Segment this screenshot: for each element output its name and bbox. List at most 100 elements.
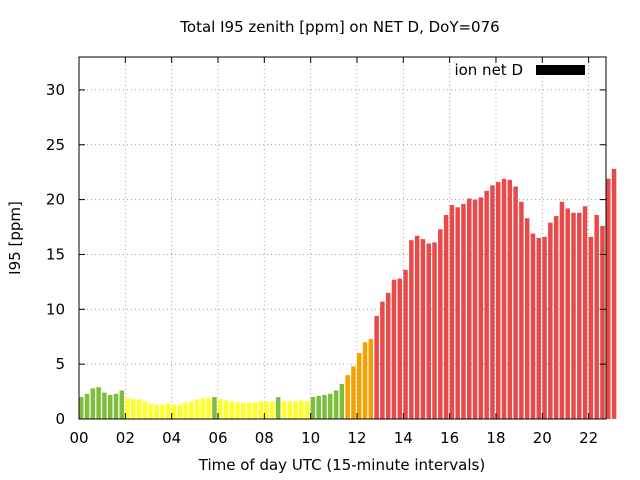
y-tick-label-5: 5 bbox=[55, 355, 65, 373]
chart-title: Total I95 zenith [ppm] on NET D, DoY=076 bbox=[179, 18, 499, 36]
x-tick-label-10: 10 bbox=[301, 429, 320, 447]
bar-25 bbox=[223, 400, 229, 419]
bar-76 bbox=[519, 201, 524, 419]
bar-58 bbox=[414, 235, 420, 419]
bar-64 bbox=[449, 205, 455, 419]
bar-17 bbox=[177, 404, 182, 419]
bar-50 bbox=[368, 338, 374, 419]
bar-68 bbox=[472, 199, 478, 419]
bar-66 bbox=[461, 203, 466, 419]
bar-14 bbox=[160, 404, 165, 419]
bar-69 bbox=[478, 197, 484, 419]
bar-47 bbox=[351, 366, 356, 419]
bar-46 bbox=[345, 375, 350, 419]
bar-1 bbox=[84, 393, 90, 419]
bar-45 bbox=[339, 383, 345, 419]
x-tick-label-02: 02 bbox=[116, 429, 135, 447]
y-tick-label-0: 0 bbox=[55, 410, 65, 428]
plot-frame bbox=[78, 56, 607, 420]
bar-86 bbox=[577, 212, 582, 419]
bar-74 bbox=[507, 179, 513, 419]
bar-22 bbox=[206, 398, 211, 419]
axis-ticks: 0 5 10 15 20 25 30 00 02 04 06 08 10 12 14 16 18 20 22 bbox=[46, 57, 606, 447]
x-tick-label-22: 22 bbox=[579, 429, 598, 447]
x-tick-label-00: 00 bbox=[69, 429, 88, 447]
bar-42 bbox=[322, 394, 327, 419]
bar-88 bbox=[588, 236, 594, 419]
bar-48 bbox=[356, 353, 362, 419]
bar-27 bbox=[235, 402, 240, 419]
bar-10 bbox=[136, 399, 142, 419]
bar-29 bbox=[246, 402, 252, 419]
bar-32 bbox=[264, 401, 269, 419]
bar-37 bbox=[293, 401, 298, 419]
bar-41 bbox=[316, 395, 321, 419]
bar-0 bbox=[79, 397, 84, 419]
bar-3 bbox=[96, 387, 101, 419]
bar-8 bbox=[125, 398, 130, 419]
bar-35 bbox=[281, 401, 287, 419]
bar-55 bbox=[397, 278, 403, 419]
bar-33 bbox=[270, 401, 275, 419]
bar-21 bbox=[200, 398, 206, 419]
legend-swatch bbox=[536, 65, 585, 75]
bar-82 bbox=[553, 216, 559, 419]
bar-53 bbox=[385, 292, 391, 419]
bar-59 bbox=[420, 239, 426, 419]
bar-26 bbox=[229, 401, 235, 419]
bar-4 bbox=[102, 392, 107, 419]
bar-13 bbox=[154, 404, 159, 419]
bar-92 bbox=[611, 168, 617, 419]
bar-31 bbox=[258, 401, 264, 419]
x-tick-label-16: 16 bbox=[440, 429, 459, 447]
bar-83 bbox=[559, 201, 565, 419]
bar-16 bbox=[171, 404, 177, 419]
x-tick-label-08: 08 bbox=[255, 429, 274, 447]
bar-60 bbox=[426, 243, 431, 419]
bar-7 bbox=[119, 390, 125, 419]
y-tick-label-25: 25 bbox=[46, 136, 65, 154]
bar-70 bbox=[484, 190, 489, 419]
bar-91 bbox=[606, 178, 611, 419]
bar-19 bbox=[189, 401, 194, 419]
y-tick-label-15: 15 bbox=[46, 245, 65, 263]
bar-72 bbox=[495, 182, 501, 419]
bar-44 bbox=[333, 390, 339, 419]
bar-28 bbox=[241, 402, 246, 419]
bar-49 bbox=[362, 342, 368, 419]
bar-6 bbox=[113, 393, 119, 419]
bar-24 bbox=[217, 399, 223, 419]
bar-9 bbox=[131, 399, 136, 419]
bar-20 bbox=[194, 399, 200, 419]
bar-90 bbox=[600, 225, 605, 419]
bar-39 bbox=[304, 401, 310, 419]
x-axis-label: Time of day UTC (15-minute intervals) bbox=[198, 456, 485, 474]
bar-87 bbox=[582, 206, 588, 419]
bar-12 bbox=[148, 403, 154, 419]
x-tick-label-12: 12 bbox=[347, 429, 366, 447]
y-tick-label-30: 30 bbox=[46, 81, 65, 99]
bar-51 bbox=[374, 315, 379, 419]
bar-73 bbox=[501, 178, 507, 419]
bar-30 bbox=[252, 402, 258, 419]
bar-23 bbox=[212, 397, 217, 419]
bar-78 bbox=[530, 233, 536, 419]
legend: ion net D bbox=[454, 61, 585, 79]
bar-43 bbox=[328, 393, 333, 419]
bar-81 bbox=[548, 222, 553, 419]
x-tick-label-14: 14 bbox=[394, 429, 413, 447]
bar-56 bbox=[403, 269, 408, 419]
y-axis-label: I95 [ppm] bbox=[6, 201, 24, 275]
bar-52 bbox=[380, 301, 385, 419]
x-tick-label-18: 18 bbox=[486, 429, 505, 447]
bar-80 bbox=[542, 236, 547, 419]
y-tick-label-10: 10 bbox=[46, 300, 65, 318]
bar-71 bbox=[490, 185, 495, 419]
bar-11 bbox=[142, 401, 148, 419]
bar-38 bbox=[299, 400, 304, 419]
bar-18 bbox=[183, 402, 188, 419]
bar-36 bbox=[287, 401, 293, 419]
x-tick-label-04: 04 bbox=[162, 429, 181, 447]
bar-85 bbox=[571, 212, 576, 419]
